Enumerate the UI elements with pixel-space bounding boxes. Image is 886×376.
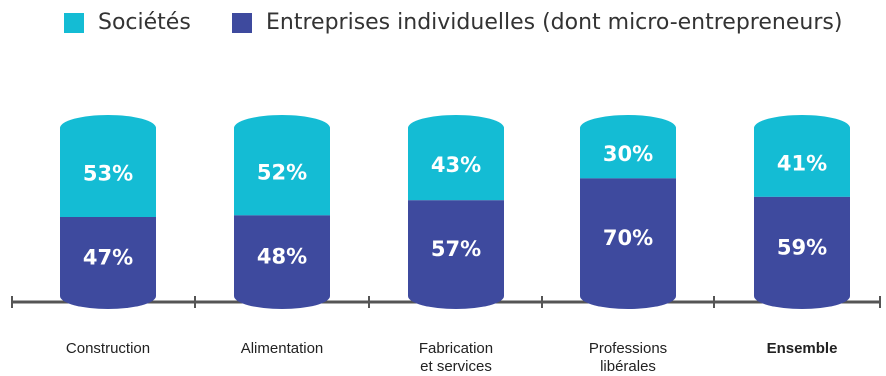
data-label-societes-3: 30% xyxy=(603,142,653,166)
legend-label-entreprises-individuelles: Entreprises individuelles (dont micro-en… xyxy=(266,10,843,35)
legend: Sociétés Entreprises individuelles (dont… xyxy=(0,10,886,40)
data-label-societes-0: 53% xyxy=(83,162,133,186)
data-label-entreprises-individuelles-4: 59% xyxy=(777,235,827,259)
bar-segment-entreprises-individuelles-4 xyxy=(754,196,850,309)
category-label-4: Ensemble xyxy=(767,340,838,357)
bar-segment-societes-1 xyxy=(234,115,330,216)
legend-swatch-entreprises-individuelles xyxy=(232,12,252,33)
data-label-societes-1: 52% xyxy=(257,161,307,185)
bar-segment-entreprises-individuelles-3 xyxy=(580,178,676,309)
legend-item-entreprises-individuelles: Entreprises individuelles (dont micro-en… xyxy=(232,10,842,35)
bar-segment-entreprises-individuelles-2 xyxy=(408,200,504,309)
bar-segment-societes-2 xyxy=(408,115,504,201)
legend-label-societes: Sociétés xyxy=(98,10,191,35)
category-label-3: Professions libérales xyxy=(589,340,667,375)
data-label-entreprises-individuelles-2: 57% xyxy=(431,237,481,261)
bar-segment-societes-0 xyxy=(60,115,156,218)
bar-segment-societes-4 xyxy=(754,115,850,197)
bar-segment-societes-3 xyxy=(580,115,676,179)
data-label-entreprises-individuelles-0: 47% xyxy=(83,246,133,270)
bar-segment-entreprises-individuelles-0 xyxy=(60,217,156,309)
legend-item-societes: Sociétés xyxy=(64,10,191,35)
data-label-societes-2: 43% xyxy=(431,153,481,177)
category-label-1: Alimentation xyxy=(241,340,324,357)
data-label-societes-4: 41% xyxy=(777,151,827,175)
bar-segment-entreprises-individuelles-1 xyxy=(234,215,330,309)
category-label-0: Construction xyxy=(66,340,150,357)
data-label-entreprises-individuelles-3: 70% xyxy=(603,226,653,250)
data-label-entreprises-individuelles-1: 48% xyxy=(257,245,307,269)
legend-swatch-societes xyxy=(64,12,84,33)
category-label-2: Fabrication et services xyxy=(419,340,493,375)
